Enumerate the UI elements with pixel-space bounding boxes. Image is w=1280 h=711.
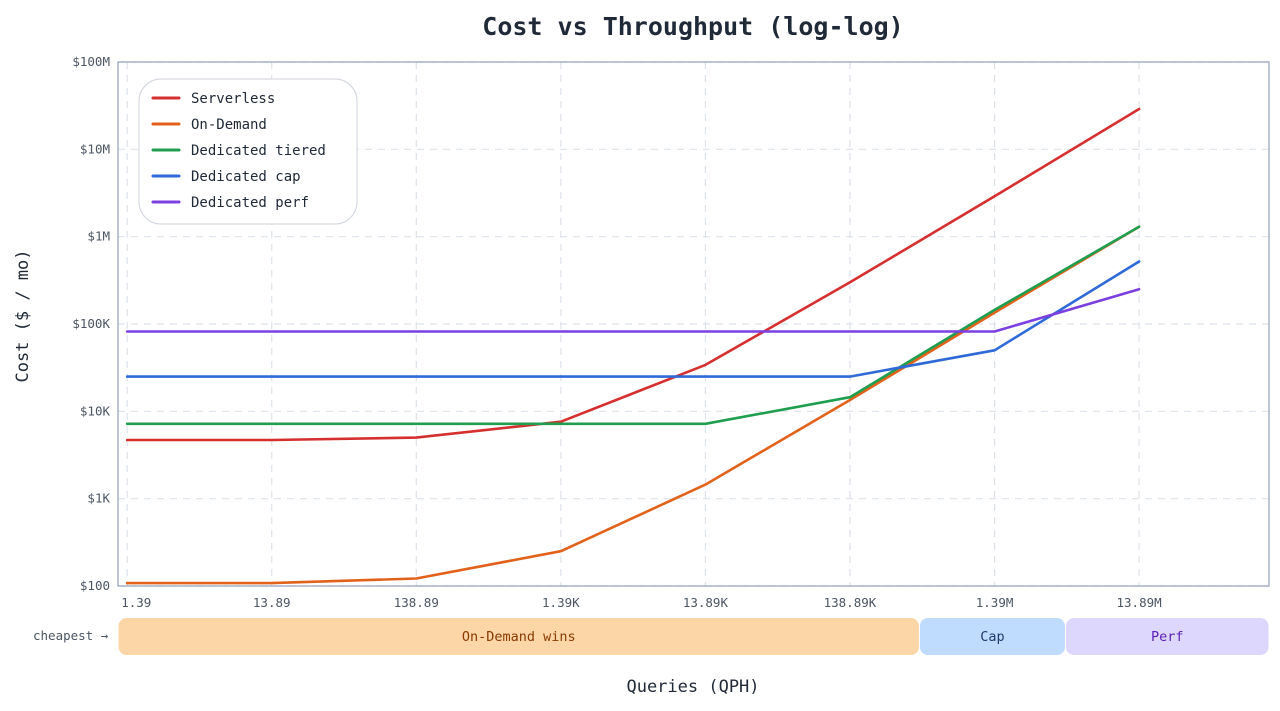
y-tick-label: $100K <box>72 316 110 331</box>
legend-label-dedicated-perf: Dedicated perf <box>191 195 309 211</box>
legend-label-serverless: Serverless <box>191 91 275 107</box>
x-tick-label: 13.89K <box>683 595 729 610</box>
region-label-on-demand-wins: On-Demand wins <box>462 629 576 645</box>
plot-frame <box>117 61 1270 587</box>
x-tick-label: 13.89M <box>1117 595 1162 610</box>
region-band-cap <box>919 618 1065 655</box>
legend: Serverless On-Demand Dedicated tiered Dedic… <box>138 78 358 225</box>
y-tick-label: $100M <box>72 54 110 69</box>
y-tick-label: $1M <box>87 229 110 244</box>
x-tick-label: 13.89 <box>253 595 291 610</box>
legend-box <box>138 78 358 225</box>
region-band-on-demand-wins <box>118 618 919 655</box>
region-label-perf: Perf <box>1151 629 1184 645</box>
series-line-dedicated-perf <box>125 287 1141 333</box>
y-axis-label: Cost ($ / mo) <box>13 249 33 382</box>
x-tick-label: 1.39K <box>542 595 580 610</box>
x-tick-label: 1.39M <box>976 595 1014 610</box>
series-line-dedicated-cap <box>125 260 1141 378</box>
region-band-perf <box>1065 618 1269 655</box>
y-tick-label: $10K <box>80 403 111 418</box>
cheapest-regions: On-Demand wins Cap Perf <box>118 618 1269 655</box>
series-line-dedicated-tiered <box>125 225 1141 426</box>
x-tick-label: 138.89 <box>394 595 439 610</box>
x-axis-ticks: 1.39 13.89 138.89 1.39K 13.89K 138.89K 1.39M 13… <box>121 595 1161 610</box>
region-label-cap: Cap <box>980 629 1004 645</box>
series-line-on-demand <box>125 225 1141 585</box>
y-tick-label: $1K <box>87 491 110 506</box>
series-line-serverless <box>125 107 1141 442</box>
legend-label-dedicated-cap: Dedicated cap <box>191 169 301 185</box>
x-tick-label: 1.39 <box>121 595 151 610</box>
x-tick-label: 138.89K <box>824 595 877 610</box>
series-lines <box>125 107 1141 585</box>
y-axis-ticks: $100 $1K $10K $100K $1M $10M $100M <box>72 54 110 593</box>
x-axis-label: Queries (QPH) <box>626 677 759 697</box>
y-tick-label: $10M <box>80 141 110 156</box>
cheapest-label: cheapest → <box>33 628 109 643</box>
chart-title: Cost vs Throughput (log-log) <box>482 12 903 41</box>
y-tick-label: $100 <box>80 578 110 593</box>
legend-label-on-demand: On-Demand <box>191 117 267 133</box>
legend-label-dedicated-tiered: Dedicated tiered <box>191 143 326 159</box>
